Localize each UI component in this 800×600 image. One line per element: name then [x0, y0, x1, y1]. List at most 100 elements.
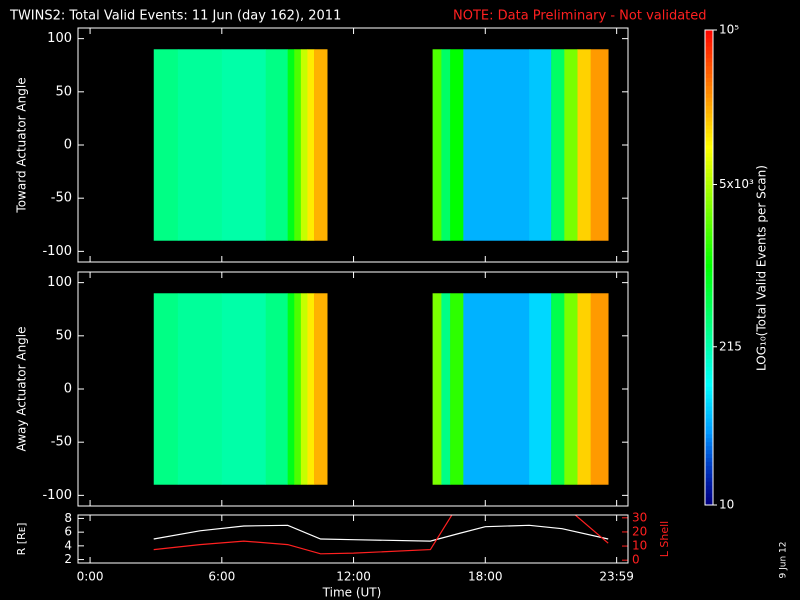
colorbar-segment	[705, 180, 713, 185]
colorbar-segment	[705, 445, 713, 451]
colorbar-segment	[705, 136, 713, 142]
heat-cell	[590, 293, 609, 485]
colorbar-segment	[705, 429, 713, 435]
colorbar-segment	[705, 370, 713, 375]
y-axis-label: Toward Actuator Angle	[15, 77, 29, 213]
colorbar-segment	[705, 77, 713, 82]
series-line	[153, 515, 609, 555]
colorbar-segment	[705, 192, 713, 197]
colorbar-segment	[705, 30, 713, 35]
colorbar-segment	[705, 386, 713, 391]
y-tick-label: 0	[64, 382, 72, 397]
heat-cell	[463, 49, 530, 241]
chart-title: TWINS2: Total Valid Events: 11 Jun (day …	[9, 9, 341, 24]
colorbar-segment	[705, 172, 713, 177]
heat-cell	[153, 293, 179, 485]
colorbar-segment	[705, 33, 713, 39]
colorbar-segment	[705, 346, 713, 352]
colorbar-segment	[705, 231, 713, 237]
colorbar-segment	[705, 148, 713, 154]
colorbar-segment	[705, 200, 713, 205]
x-tick-label: 18:00	[468, 570, 503, 584]
colorbar-segment	[705, 184, 713, 189]
heat-cell	[300, 49, 308, 241]
colorbar-segment	[705, 81, 713, 86]
heat-cell	[265, 293, 288, 485]
colorbar-segment	[705, 342, 713, 348]
colorbar-segment	[705, 152, 713, 158]
colorbar-segment	[705, 465, 713, 470]
colorbar-segment	[705, 49, 713, 55]
heat-cell	[307, 293, 315, 485]
heat-cell	[265, 49, 288, 241]
colorbar-segment	[705, 113, 713, 118]
colorbar-segment	[705, 322, 713, 328]
colorbar-segment	[705, 362, 713, 367]
colorbar-segment	[705, 330, 713, 336]
colorbar-segment	[705, 489, 713, 494]
y-tick-label: 100	[47, 31, 72, 46]
colorbar-segment	[705, 239, 713, 245]
colorbar-segment	[705, 366, 713, 371]
date-stamp: 9 Jun 12	[779, 542, 789, 579]
colorbar-segment	[705, 291, 713, 296]
colorbar-segment	[705, 338, 713, 344]
colorbar-segment	[705, 235, 713, 241]
heat-cell	[307, 49, 315, 241]
colorbar-segment	[705, 394, 713, 399]
plot-area	[153, 515, 609, 555]
colorbar-segment	[705, 105, 713, 110]
y-tick-label: 50	[55, 328, 72, 343]
colorbar-segment	[705, 267, 713, 272]
colorbar-segment	[705, 350, 713, 356]
colorbar-segment	[705, 307, 713, 312]
colorbar-segment	[705, 109, 713, 114]
heat-cell	[432, 49, 442, 241]
colorbar-segment	[705, 461, 713, 466]
colorbar-segment	[705, 441, 713, 447]
y-tick-label: -50	[51, 191, 72, 206]
heat-cell	[564, 49, 578, 241]
colorbar-segment	[705, 168, 713, 173]
colorbar-segment	[705, 315, 713, 320]
colorbar-segment	[705, 188, 713, 193]
colorbar-segment	[705, 97, 713, 102]
y2-tick-label: 20	[632, 524, 647, 538]
colorbar-segment	[705, 437, 713, 443]
colorbar-tick-label: 215	[719, 339, 742, 353]
heat-cell	[177, 293, 223, 485]
y-tick-label: 6	[64, 525, 72, 539]
colorbar-segment	[705, 378, 713, 383]
colorbar-segment	[705, 41, 713, 47]
y-tick-label: -100	[42, 488, 72, 503]
y2-tick-label: 30	[632, 510, 647, 524]
colorbar-segment	[705, 473, 713, 478]
colorbar-segment	[705, 176, 713, 181]
heat-cell	[287, 49, 295, 241]
colorbar-segment	[705, 425, 713, 431]
y-tick-label: 4	[64, 538, 72, 552]
heat-cell	[577, 49, 591, 241]
heat-cell	[551, 293, 565, 485]
colorbar-tick-label: 10⁵	[719, 23, 739, 37]
heat-cell	[450, 49, 464, 241]
colorbar-segment	[705, 501, 713, 506]
colorbar-segment	[705, 358, 713, 363]
series-line	[153, 524, 609, 542]
colorbar-segment	[705, 417, 713, 423]
colorbar-segment	[705, 433, 713, 439]
colorbar-segment	[705, 144, 713, 150]
heat-cell	[590, 49, 609, 241]
colorbar-segment	[705, 406, 713, 411]
y-tick-label: -50	[51, 435, 72, 450]
colorbar-segment	[705, 477, 713, 482]
colorbar-segment	[705, 457, 713, 462]
colorbar-segment	[705, 196, 713, 201]
y-tick-label: 100	[47, 275, 72, 290]
colorbar-segment	[705, 263, 713, 268]
heat-cell	[441, 49, 451, 241]
colorbar-segment	[705, 65, 713, 71]
colorbar-segment	[705, 295, 713, 300]
x-tick-label: 12:00	[336, 570, 371, 584]
colorbar-segment	[705, 45, 713, 51]
